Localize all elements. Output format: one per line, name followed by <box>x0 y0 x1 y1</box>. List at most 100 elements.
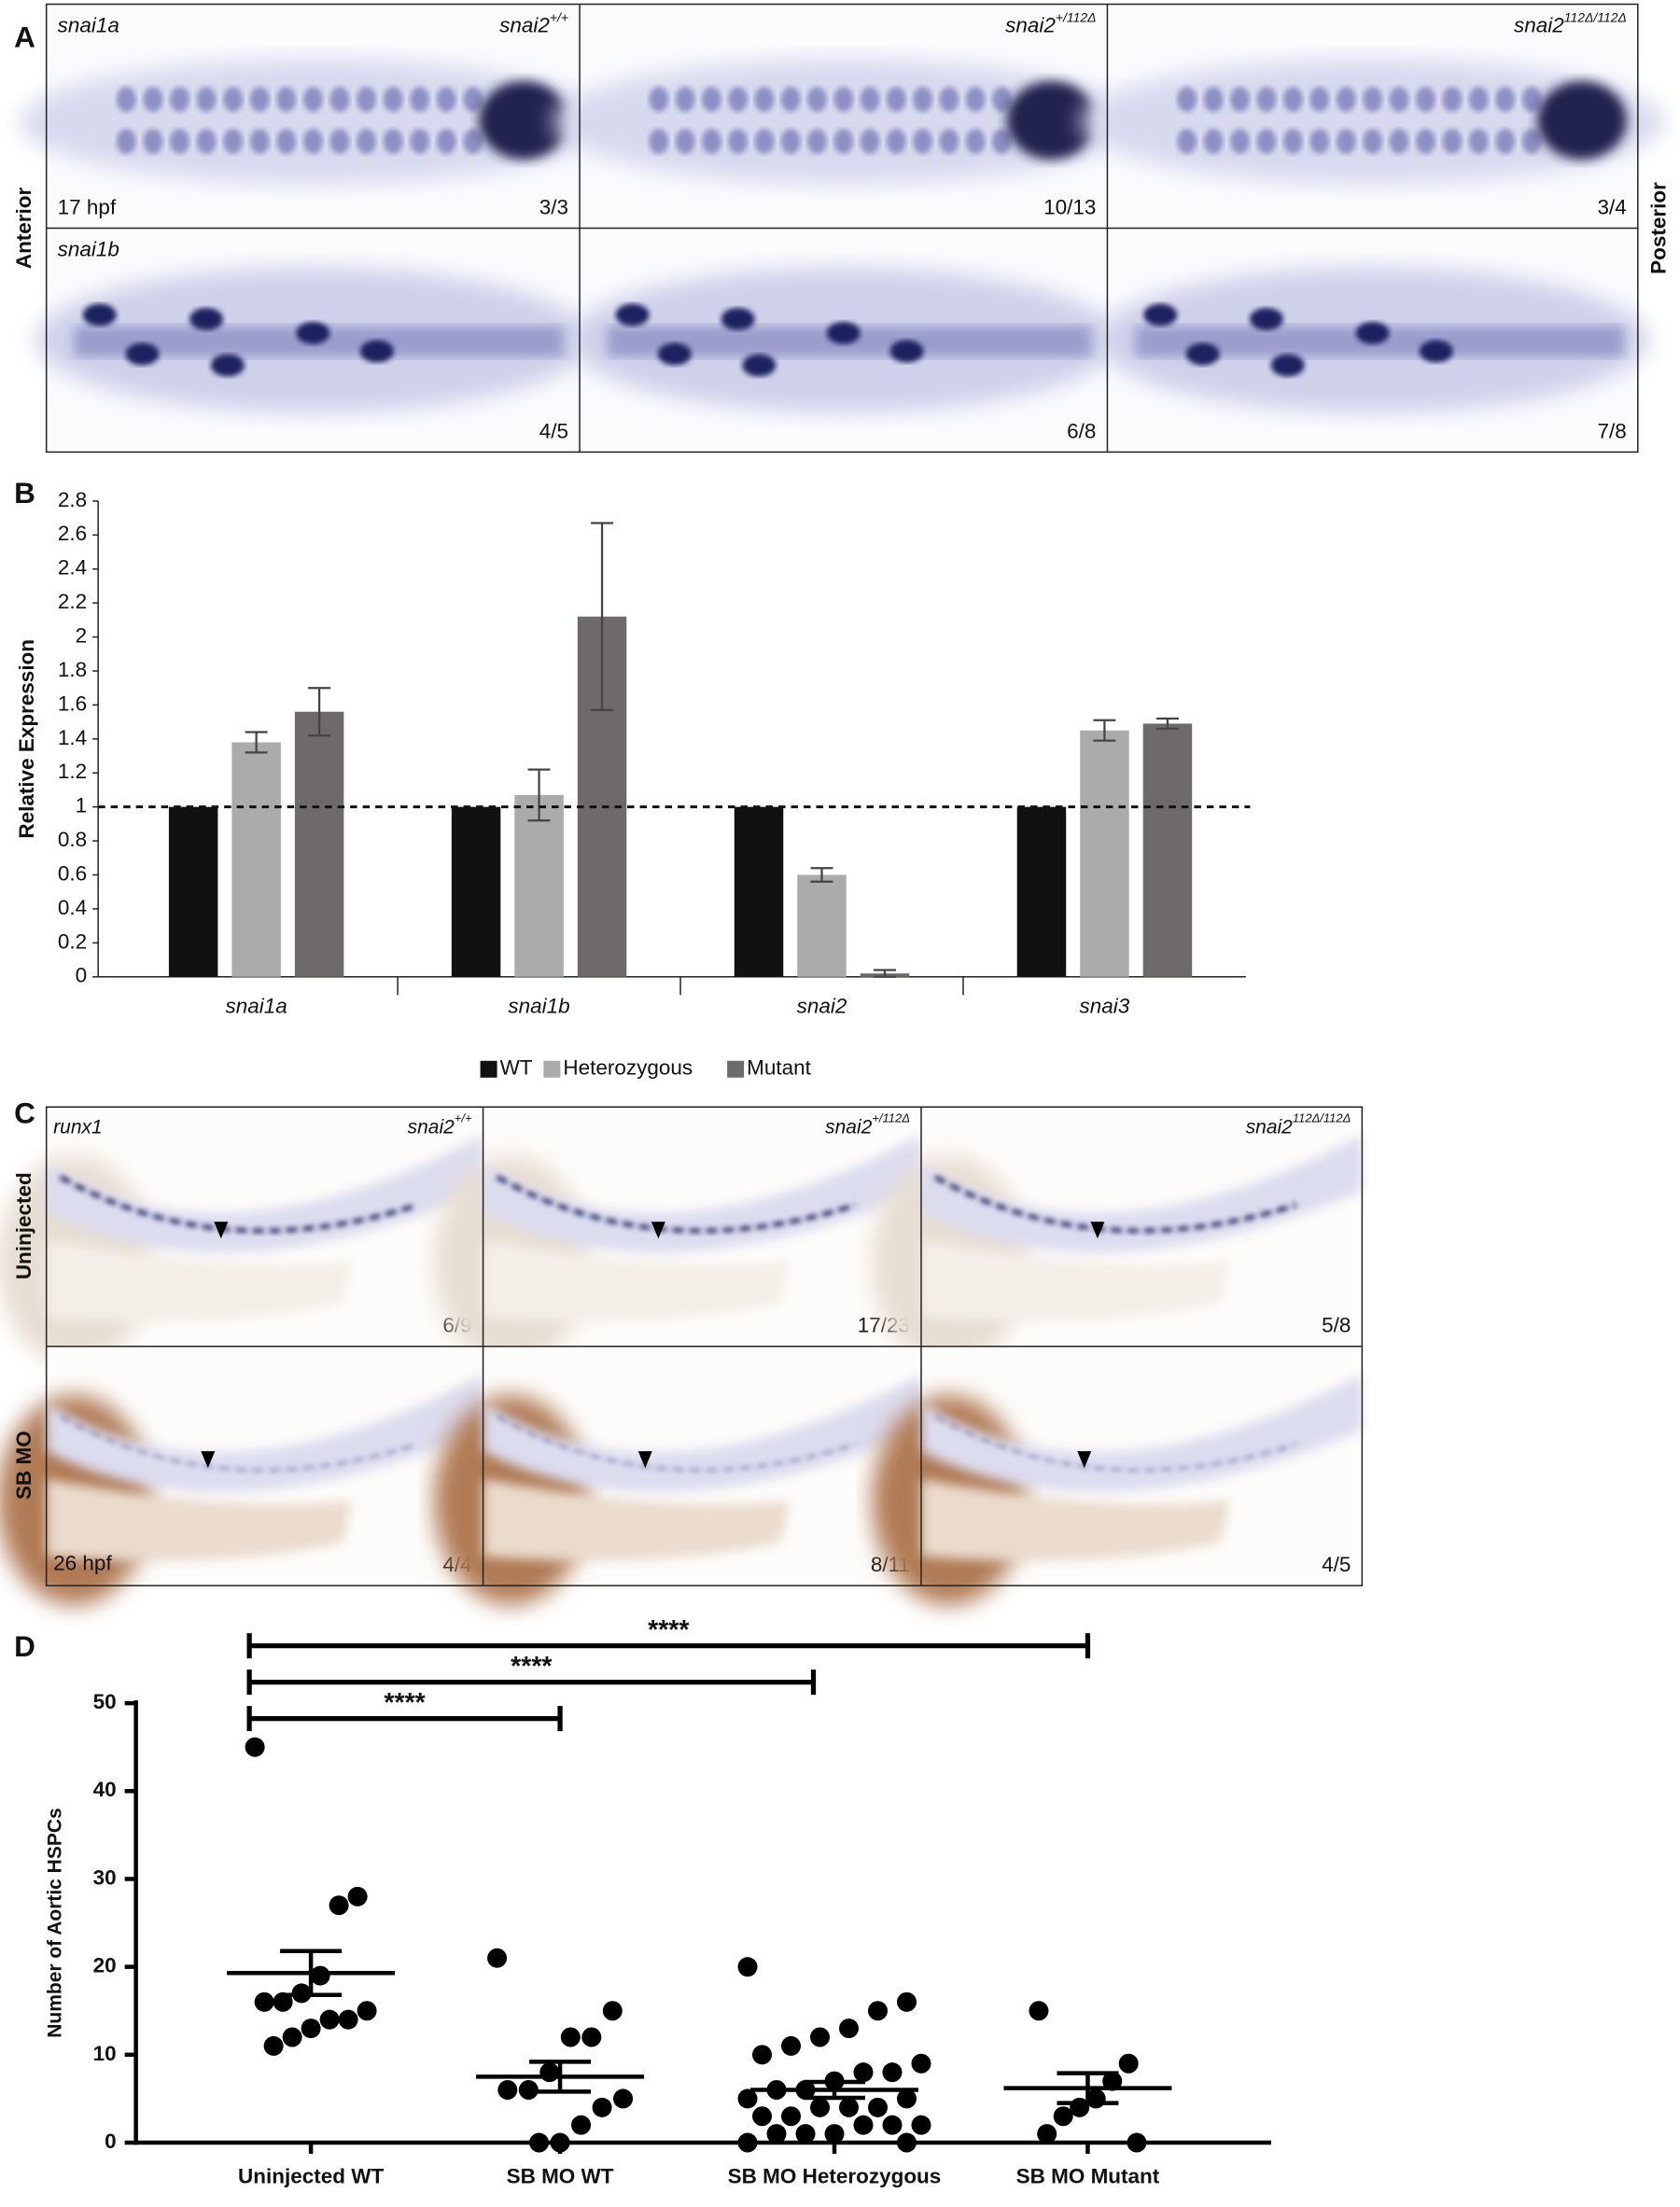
somite <box>1230 128 1251 154</box>
yolk-extension <box>483 1479 791 1561</box>
data-point <box>273 1991 293 2012</box>
expression-spot <box>82 303 117 327</box>
expression-spot <box>889 340 924 363</box>
bar <box>1016 806 1067 977</box>
yolk-extension <box>46 1239 353 1322</box>
trunk <box>483 1135 921 1253</box>
somite <box>1256 86 1277 112</box>
somite <box>357 128 377 154</box>
y-tick-label: 40 <box>93 1778 117 1801</box>
y-tick-label: 50 <box>93 1690 117 1713</box>
stage-label: 26 hpf <box>53 1552 112 1575</box>
expression-spot <box>721 307 755 330</box>
significance-label: **** <box>648 1615 690 1645</box>
somite <box>1256 128 1277 154</box>
y-tick-label: 0.8 <box>58 828 87 851</box>
tailbud <box>1006 80 1097 160</box>
somite <box>1336 86 1356 112</box>
x-tick-label: SB MO Heterozygous <box>728 2164 942 2187</box>
embryo-count: 5/8 <box>1322 1314 1351 1337</box>
data-point <box>329 1895 349 1916</box>
stage-label: 17 hpf <box>58 195 117 218</box>
somite <box>1177 128 1197 154</box>
data-point <box>896 2088 917 2109</box>
somite <box>1495 128 1516 154</box>
data-point <box>1037 2124 1057 2144</box>
data-point <box>839 2018 859 2039</box>
data-point <box>539 2062 560 2083</box>
x-tick-label: snai1b <box>508 995 569 1018</box>
bar <box>734 806 784 977</box>
somite <box>1521 86 1542 112</box>
y-tick-label: 2 <box>76 624 88 648</box>
arrowhead <box>1090 1222 1105 1239</box>
error-bar <box>591 522 614 711</box>
embryo <box>20 58 607 185</box>
y-tick-label: 30 <box>93 1865 117 1889</box>
x-tick-label: snai2 <box>797 995 847 1018</box>
somite <box>1521 128 1542 154</box>
embryo <box>568 267 1118 413</box>
significance-bracket <box>246 1633 1091 1659</box>
significance-label: **** <box>511 1652 553 1682</box>
y-tick-label: 1.4 <box>58 726 87 749</box>
bar <box>514 794 564 977</box>
embryo-count: 4/5 <box>539 419 568 442</box>
somite <box>1203 86 1224 112</box>
data-point <box>853 2062 874 2083</box>
somite <box>1282 86 1303 112</box>
expression-spot <box>125 342 160 366</box>
x-tick-label: snai3 <box>1080 995 1130 1018</box>
somite <box>991 128 1012 154</box>
data-point <box>571 2115 592 2135</box>
genotype-base: snai2 <box>1246 1116 1293 1138</box>
probe-label: snai1a <box>58 13 119 36</box>
somite <box>701 86 721 112</box>
y-tick-label: 0.6 <box>58 861 87 885</box>
expression-spot <box>1419 340 1453 363</box>
somite <box>1468 128 1489 154</box>
somite <box>833 86 854 112</box>
data-point <box>613 2088 634 2109</box>
data-point <box>737 2088 758 2109</box>
error-bar <box>873 969 896 978</box>
somite <box>410 128 430 154</box>
genotype-base: snai2 <box>1005 13 1056 36</box>
data-point <box>839 2097 859 2117</box>
expression-spot <box>826 321 861 344</box>
x-tick-label: Uninjected WT <box>238 2164 384 2187</box>
panel-letter: A <box>14 20 35 53</box>
somite <box>860 86 880 112</box>
expression-spot <box>210 354 245 377</box>
legend-swatch <box>543 1060 561 1078</box>
panel-letter: B <box>14 476 35 510</box>
somite <box>116 128 136 154</box>
somite <box>196 128 217 154</box>
somite <box>383 128 403 154</box>
somite <box>754 128 775 154</box>
y-tick-label: 1.8 <box>58 658 87 681</box>
somite <box>1363 86 1383 112</box>
somite <box>1495 86 1516 112</box>
embryo-count: 10/13 <box>1043 195 1096 218</box>
genotype-sup: +/+ <box>550 9 568 24</box>
data-point <box>766 2124 787 2144</box>
expression-spot <box>742 354 777 377</box>
yolk-extension <box>46 1479 353 1561</box>
embryo-body <box>553 58 1134 185</box>
somite <box>965 128 986 154</box>
y-tick-label: 2.6 <box>58 522 87 545</box>
genotype-sup: +/112Δ <box>872 1111 910 1125</box>
genotype-label: snai2+/+ <box>408 1111 472 1138</box>
embryo-count: 3/3 <box>539 195 568 218</box>
genotype-sup: 112Δ/112Δ <box>1293 1111 1351 1125</box>
embryo <box>553 58 1134 185</box>
probe-label: snai1b <box>58 237 119 260</box>
sem-bar <box>1057 2071 1119 2105</box>
somite <box>1336 128 1356 154</box>
somite <box>116 86 136 112</box>
yolk-extension <box>920 1239 1230 1322</box>
y-tick-label: 1 <box>76 794 88 817</box>
somite <box>276 86 297 112</box>
